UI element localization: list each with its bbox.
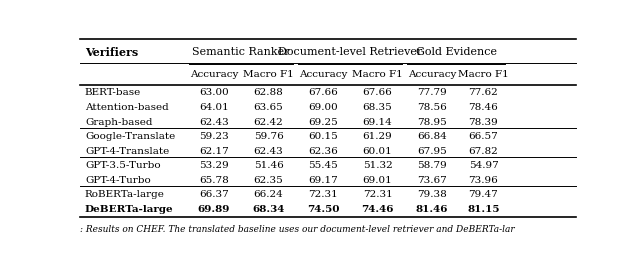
Text: 73.67: 73.67 <box>417 176 447 185</box>
Text: 67.82: 67.82 <box>468 147 499 156</box>
Text: 62.36: 62.36 <box>308 147 338 156</box>
Text: Accuracy: Accuracy <box>299 70 348 80</box>
Text: Macro F1: Macro F1 <box>352 70 403 80</box>
Text: Google-Translate: Google-Translate <box>85 132 175 141</box>
Text: 78.39: 78.39 <box>468 118 499 126</box>
Text: Macro F1: Macro F1 <box>243 70 294 80</box>
Text: Graph-based: Graph-based <box>85 118 152 126</box>
Text: 77.79: 77.79 <box>417 88 447 97</box>
Text: BERT-base: BERT-base <box>85 88 141 97</box>
Text: 81.46: 81.46 <box>416 205 449 214</box>
Text: 64.01: 64.01 <box>199 103 228 112</box>
Text: 61.29: 61.29 <box>363 132 392 141</box>
Text: Macro F1: Macro F1 <box>458 70 509 80</box>
Text: 62.17: 62.17 <box>199 147 228 156</box>
Text: Accuracy: Accuracy <box>408 70 456 80</box>
Text: 68.34: 68.34 <box>252 205 285 214</box>
Text: 72.31: 72.31 <box>308 190 338 199</box>
Text: 81.15: 81.15 <box>467 205 500 214</box>
Text: Accuracy: Accuracy <box>189 70 238 80</box>
Text: 69.00: 69.00 <box>308 103 338 112</box>
Text: 55.45: 55.45 <box>308 161 338 170</box>
Text: 67.66: 67.66 <box>363 88 392 97</box>
Text: 77.62: 77.62 <box>468 88 499 97</box>
Text: 74.50: 74.50 <box>307 205 339 214</box>
Text: : Results on CHEF. The translated baseline uses our document-level retriever and: : Results on CHEF. The translated baseli… <box>80 225 515 234</box>
Text: RoBERTa-large: RoBERTa-large <box>85 190 165 199</box>
Text: 66.57: 66.57 <box>468 132 499 141</box>
Text: 69.89: 69.89 <box>198 205 230 214</box>
Text: Attention-based: Attention-based <box>85 103 169 112</box>
Text: 62.35: 62.35 <box>253 176 284 185</box>
Text: 66.24: 66.24 <box>253 190 284 199</box>
Text: 66.37: 66.37 <box>199 190 228 199</box>
Text: 62.88: 62.88 <box>253 88 284 97</box>
Text: 59.23: 59.23 <box>199 132 228 141</box>
Text: 59.76: 59.76 <box>253 132 284 141</box>
Text: 69.25: 69.25 <box>308 118 338 126</box>
Text: 66.84: 66.84 <box>417 132 447 141</box>
Text: 51.32: 51.32 <box>363 161 392 170</box>
Text: 74.46: 74.46 <box>362 205 394 214</box>
Text: 73.96: 73.96 <box>468 176 499 185</box>
Text: Verifiers: Verifiers <box>85 47 138 57</box>
Text: 79.38: 79.38 <box>417 190 447 199</box>
Text: 68.35: 68.35 <box>363 103 392 112</box>
Text: GPT-3.5-Turbo: GPT-3.5-Turbo <box>85 161 161 170</box>
Text: 65.78: 65.78 <box>199 176 228 185</box>
Text: GPT-4-Translate: GPT-4-Translate <box>85 147 169 156</box>
Text: 63.65: 63.65 <box>253 103 284 112</box>
Text: 69.14: 69.14 <box>363 118 392 126</box>
Text: 62.42: 62.42 <box>253 118 284 126</box>
Text: Semantic Ranker: Semantic Ranker <box>193 47 290 57</box>
Text: Gold Evidence: Gold Evidence <box>416 47 497 57</box>
Text: GPT-4-Turbo: GPT-4-Turbo <box>85 176 150 185</box>
Text: 53.29: 53.29 <box>199 161 228 170</box>
Text: DeBERTa-large: DeBERTa-large <box>85 205 173 214</box>
Text: 79.47: 79.47 <box>468 190 499 199</box>
Text: 67.95: 67.95 <box>417 147 447 156</box>
Text: 69.17: 69.17 <box>308 176 338 185</box>
Text: 69.01: 69.01 <box>363 176 392 185</box>
Text: 54.97: 54.97 <box>468 161 499 170</box>
Text: 60.15: 60.15 <box>308 132 338 141</box>
Text: 78.95: 78.95 <box>417 118 447 126</box>
Text: 67.66: 67.66 <box>308 88 338 97</box>
Text: 78.56: 78.56 <box>417 103 447 112</box>
Text: 72.31: 72.31 <box>363 190 392 199</box>
Text: Document-level Retriever: Document-level Retriever <box>278 47 422 57</box>
Text: 62.43: 62.43 <box>253 147 284 156</box>
Text: 62.43: 62.43 <box>199 118 228 126</box>
Text: 51.46: 51.46 <box>253 161 284 170</box>
Text: 78.46: 78.46 <box>468 103 499 112</box>
Text: 60.01: 60.01 <box>363 147 392 156</box>
Text: 58.79: 58.79 <box>417 161 447 170</box>
Text: 63.00: 63.00 <box>199 88 228 97</box>
